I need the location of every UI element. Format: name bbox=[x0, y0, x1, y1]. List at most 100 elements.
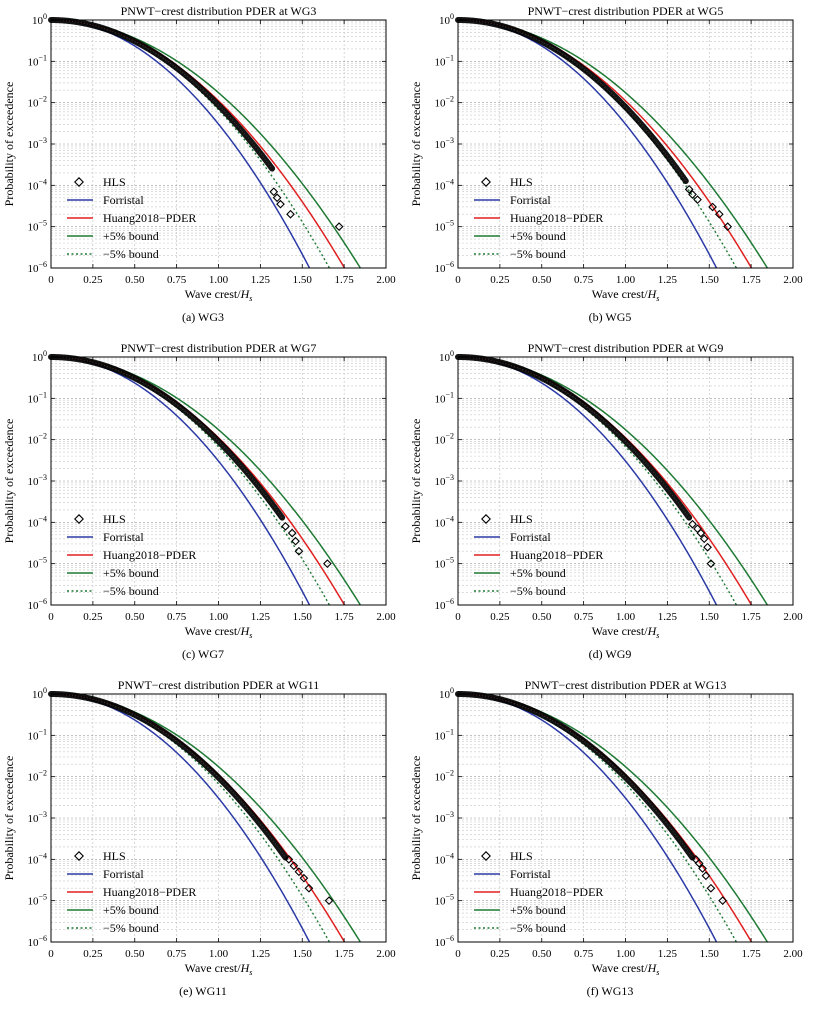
chart-panel-wg5: PNWT−crest distribution PDER at WG5 0 0.25… bbox=[407, 0, 813, 337]
hls-point bbox=[698, 864, 707, 873]
y-tick-label: 10−2 bbox=[27, 432, 47, 447]
hls-series bbox=[48, 354, 332, 569]
y-tick-label: 10−3 bbox=[27, 473, 47, 488]
hls-dense-band bbox=[48, 354, 286, 521]
hls-point bbox=[294, 867, 304, 877]
hls-point bbox=[287, 528, 297, 538]
x-axis-label: Wave crest/Hs bbox=[592, 287, 660, 303]
x-tick-label: 0.75 bbox=[574, 274, 594, 286]
y-axis: 10−6 10−5 10−4 10−3 10−2 10−1 100 bbox=[434, 686, 793, 949]
x-axis-label: Wave crest/Hs bbox=[185, 624, 253, 640]
legend-huang-label: Huang2018−PDER bbox=[103, 548, 196, 562]
x-tick-label: 0 bbox=[455, 274, 461, 286]
x-tick-label: 0.75 bbox=[167, 611, 187, 623]
y-axis: 10−6 10−5 10−4 10−3 10−2 10−1 100 bbox=[27, 686, 386, 949]
legend-huang-label: Huang2018−PDER bbox=[103, 211, 196, 225]
hls-series bbox=[48, 691, 334, 906]
x-axis-label: Wave crest/Hs bbox=[185, 961, 253, 977]
legend-forristal-label: Forristal bbox=[103, 530, 144, 544]
legend-plus5-label: +5% bound bbox=[510, 229, 566, 243]
chart-title: PNWT−crest distribution PDER at WG9 bbox=[528, 341, 724, 355]
x-tick-label: 1.25 bbox=[251, 611, 271, 623]
legend-plus5-label: +5% bound bbox=[103, 229, 159, 243]
x-tick-label: 1.00 bbox=[616, 611, 636, 623]
y-tick-label: 10−6 bbox=[27, 934, 47, 949]
x-tick-label: 1.25 bbox=[658, 611, 678, 623]
hls-point bbox=[684, 184, 694, 194]
x-tick-label: 0.50 bbox=[125, 948, 145, 960]
y-tick-label: 10−2 bbox=[434, 95, 454, 110]
hls-point bbox=[703, 542, 712, 552]
legend-hls-label: HLS bbox=[510, 512, 533, 526]
x-tick-label: 2.00 bbox=[783, 948, 803, 960]
x-tick-label: 0.75 bbox=[574, 948, 594, 960]
hls-series bbox=[48, 17, 344, 232]
y-tick-label: 10−1 bbox=[27, 727, 47, 742]
y-tick-label: 10−1 bbox=[27, 390, 47, 405]
hls-point bbox=[696, 528, 706, 538]
hls-point bbox=[276, 199, 285, 209]
chart-title: PNWT−crest distribution PDER at WG13 bbox=[525, 678, 727, 692]
y-tick-label: 10−6 bbox=[434, 934, 454, 949]
y-tick-label: 10−6 bbox=[27, 597, 47, 612]
y-axis: 10−6 10−5 10−4 10−3 10−2 10−1 100 bbox=[27, 12, 386, 275]
x-axis: 0 0.25 0.50 0.75 1.00 1.25 1.50 1.75 2.00 bbox=[455, 694, 803, 960]
x-tick-label: 2.00 bbox=[376, 948, 396, 960]
y-tick-label: 10−1 bbox=[434, 53, 454, 68]
x-tick-label: 1.50 bbox=[293, 611, 313, 623]
legend: HLS Forristal Huang2018−PDER +5% bound −5% b… bbox=[67, 512, 196, 598]
legend-forristal-label: Forristal bbox=[510, 867, 551, 881]
legend-hls-marker bbox=[74, 514, 84, 524]
y-axis-label: Probability of exceedence bbox=[2, 419, 16, 544]
hls-dense-band bbox=[48, 17, 276, 172]
legend: HLS Forristal Huang2018−PDER +5% bound −5% b… bbox=[474, 175, 603, 261]
y-axis-label: Probability of exceedence bbox=[2, 756, 16, 881]
legend-huang-label: Huang2018−PDER bbox=[510, 211, 603, 225]
legend-plus5-label: +5% bound bbox=[510, 566, 566, 580]
chart-svg: PNWT−crest distribution PDER at WG7 0 0.25… bbox=[2, 341, 396, 640]
x-tick-label: 0 bbox=[455, 611, 461, 623]
x-tick-label: 2.00 bbox=[783, 611, 803, 623]
chart-title: PNWT−crest distribution PDER at WG3 bbox=[121, 4, 317, 18]
x-tick-label: 0.25 bbox=[490, 611, 510, 623]
hls-point bbox=[706, 883, 716, 893]
legend-hls-marker bbox=[74, 851, 84, 861]
legend-huang-label: Huang2018−PDER bbox=[510, 548, 603, 562]
hls-point bbox=[723, 222, 733, 232]
y-tick-label: 10−1 bbox=[27, 53, 47, 68]
hls-point bbox=[269, 187, 279, 197]
hls-point bbox=[324, 896, 334, 906]
x-axis-label: Wave crest/Hs bbox=[592, 624, 660, 640]
x-tick-label: 1.25 bbox=[658, 274, 678, 286]
y-tick-label: 100 bbox=[439, 349, 454, 364]
hls-point bbox=[701, 871, 711, 881]
panel-caption: (d) WG9 bbox=[588, 647, 632, 661]
x-tick-label: 0 bbox=[48, 611, 54, 623]
x-tick-label: 2.00 bbox=[376, 611, 396, 623]
y-tick-label: 10−3 bbox=[27, 810, 47, 825]
panel-caption: (a) WG3 bbox=[181, 310, 225, 324]
chart-svg: PNWT−crest distribution PDER at WG5 0 0.25… bbox=[409, 4, 803, 303]
x-tick-label: 1.75 bbox=[742, 948, 762, 960]
legend-minus5-label: −5% bound bbox=[103, 921, 159, 935]
y-axis-label: Probability of exceedence bbox=[409, 419, 423, 544]
x-tick-label: 0.25 bbox=[490, 274, 510, 286]
legend: HLS Forristal Huang2018−PDER +5% bound −5% b… bbox=[67, 175, 196, 261]
x-tick-label: 1.75 bbox=[742, 611, 762, 623]
legend-hls-label: HLS bbox=[103, 175, 126, 189]
x-tick-label: 0.50 bbox=[532, 948, 552, 960]
legend-hls-label: HLS bbox=[510, 175, 533, 189]
y-tick-label: 100 bbox=[32, 12, 47, 27]
y-tick-label: 10−3 bbox=[27, 136, 47, 151]
x-tick-label: 2.00 bbox=[376, 274, 396, 286]
y-axis-label: Probability of exceedence bbox=[2, 82, 16, 207]
hls-series bbox=[455, 354, 716, 569]
y-tick-label: 10−2 bbox=[434, 432, 454, 447]
chart-panel-wg7: PNWT−crest distribution PDER at WG7 0 0.25… bbox=[0, 337, 406, 674]
legend-plus5-label: +5% bound bbox=[103, 903, 159, 917]
y-tick-label: 10−1 bbox=[434, 727, 454, 742]
x-axis: 0 0.25 0.50 0.75 1.00 1.25 1.50 1.75 2.00 bbox=[455, 20, 803, 286]
x-tick-label: 1.25 bbox=[251, 948, 271, 960]
hls-point bbox=[688, 519, 697, 529]
legend: HLS Forristal Huang2018−PDER +5% bound −5% b… bbox=[67, 849, 196, 935]
